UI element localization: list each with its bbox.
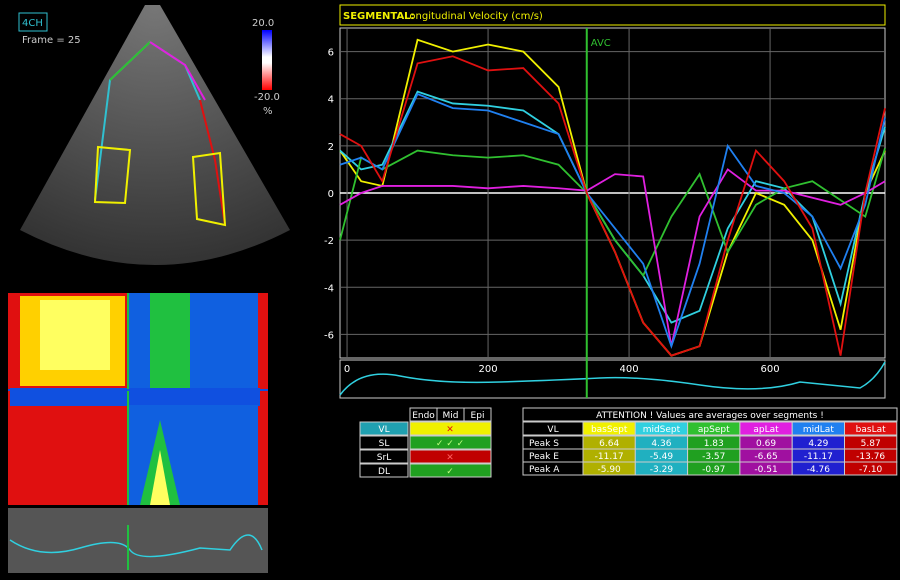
value: -3.57 <box>702 452 725 462</box>
value: -7.10 <box>859 465 883 475</box>
value: 4.29 <box>808 439 828 449</box>
status-cell[interactable] <box>409 463 492 478</box>
series-line <box>339 38 886 357</box>
chart: -6 -4 -2 0 2 4 6 0 200 400 600 AVC <box>324 28 886 398</box>
row-label: SrL <box>377 453 391 463</box>
y-tick-label: 6 <box>328 48 334 59</box>
colorbar-min: -20.0 <box>254 92 280 103</box>
view-box <box>18 12 48 32</box>
status-icon: ✕ <box>446 425 454 435</box>
column-header: basSept <box>591 425 628 435</box>
value: -6.65 <box>754 452 777 462</box>
x-tick-label: 600 <box>761 364 780 375</box>
status-cell[interactable] <box>409 421 492 436</box>
y-tick-label: -2 <box>324 236 334 247</box>
row-label: Peak S <box>529 439 559 449</box>
chart-title: SEGMENTAL: <box>343 11 415 22</box>
value: 1.83 <box>704 439 724 449</box>
value: -11.17 <box>595 452 624 462</box>
column-header: basLat <box>856 425 886 435</box>
y-tick-label: -4 <box>324 283 334 294</box>
row-label: VL <box>378 425 389 435</box>
segment-box <box>93 145 132 205</box>
value: 0.69 <box>756 439 776 449</box>
series-line <box>339 168 886 347</box>
status-icon: ✓ ✓ ✓ <box>436 439 464 449</box>
row-label: SL <box>379 439 390 449</box>
row-label: Peak E <box>529 452 559 462</box>
row-label: DL <box>378 467 390 477</box>
segment-box <box>191 151 227 227</box>
value: 6.64 <box>599 439 619 449</box>
title-box <box>339 4 886 26</box>
trace-frame <box>339 359 886 399</box>
quality-table: Endo Mid Epi VL ✕ SL ✓ ✓ ✓ SrL ✕ DL ✓ <box>359 407 492 478</box>
value: -11.17 <box>804 452 833 462</box>
value: -5.49 <box>650 452 674 462</box>
x-tick-label: 200 <box>479 364 498 375</box>
colorbar-max: 20.0 <box>252 18 274 29</box>
title-cell <box>522 407 898 422</box>
value: 5.87 <box>861 439 881 449</box>
frame-label: Frame = 25 <box>22 35 81 46</box>
segment-outline <box>199 99 226 226</box>
column-header: midSept <box>643 425 681 435</box>
status-cell[interactable] <box>409 435 492 450</box>
value: -3.29 <box>650 465 674 475</box>
colorbar-unit: % <box>263 106 273 117</box>
value: -5.90 <box>598 465 622 475</box>
peak-table: ATTENTION ! Values are averages over seg… <box>522 407 898 476</box>
column-header: Epi <box>471 411 485 421</box>
value: -0.97 <box>702 465 725 475</box>
value-cell <box>844 461 898 476</box>
y-tick-label: 0 <box>328 189 334 200</box>
header-cell <box>844 421 898 436</box>
header-cell <box>463 407 492 422</box>
value: -0.51 <box>754 465 777 475</box>
value: 4.36 <box>651 439 671 449</box>
value: -4.76 <box>807 465 831 475</box>
row-label-cell <box>359 463 409 478</box>
row-label-cell <box>359 435 409 450</box>
chart-subtitle: Longitudinal Velocity (cm/s) <box>404 11 543 22</box>
row-label: Peak A <box>529 465 560 475</box>
view-label: 4CH <box>22 18 43 29</box>
series-line <box>339 147 886 278</box>
colorbar <box>262 30 272 90</box>
table-title: ATTENTION ! Values are averages over seg… <box>596 411 824 421</box>
x-tick-label: 400 <box>620 364 639 375</box>
trace-line <box>339 361 886 396</box>
status-icon: ✕ <box>446 453 454 463</box>
y-tick-label: 4 <box>328 95 334 106</box>
ecg-strip <box>8 508 268 573</box>
status-icon: ✓ <box>446 467 454 477</box>
column-header: Endo <box>412 411 435 421</box>
column-header: Mid <box>443 411 459 421</box>
row-label-cell <box>359 421 409 436</box>
series-line <box>339 90 886 324</box>
y-tick-label: -6 <box>324 330 334 341</box>
value: -13.76 <box>856 452 885 462</box>
row-label-cell <box>359 449 409 464</box>
x-tick-label: 0 <box>344 364 350 375</box>
status-cell[interactable] <box>409 449 492 464</box>
segment-outline <box>149 41 206 101</box>
series-line <box>339 55 886 357</box>
y-tick-label: 2 <box>328 142 334 153</box>
column-header: midLat <box>803 425 835 435</box>
mmode-panel <box>8 293 268 505</box>
corner-label: VL <box>547 425 558 435</box>
series-line <box>339 92 886 349</box>
avc-label: AVC <box>591 38 611 49</box>
column-header: apLat <box>753 425 779 435</box>
column-header: apSept <box>698 425 730 435</box>
